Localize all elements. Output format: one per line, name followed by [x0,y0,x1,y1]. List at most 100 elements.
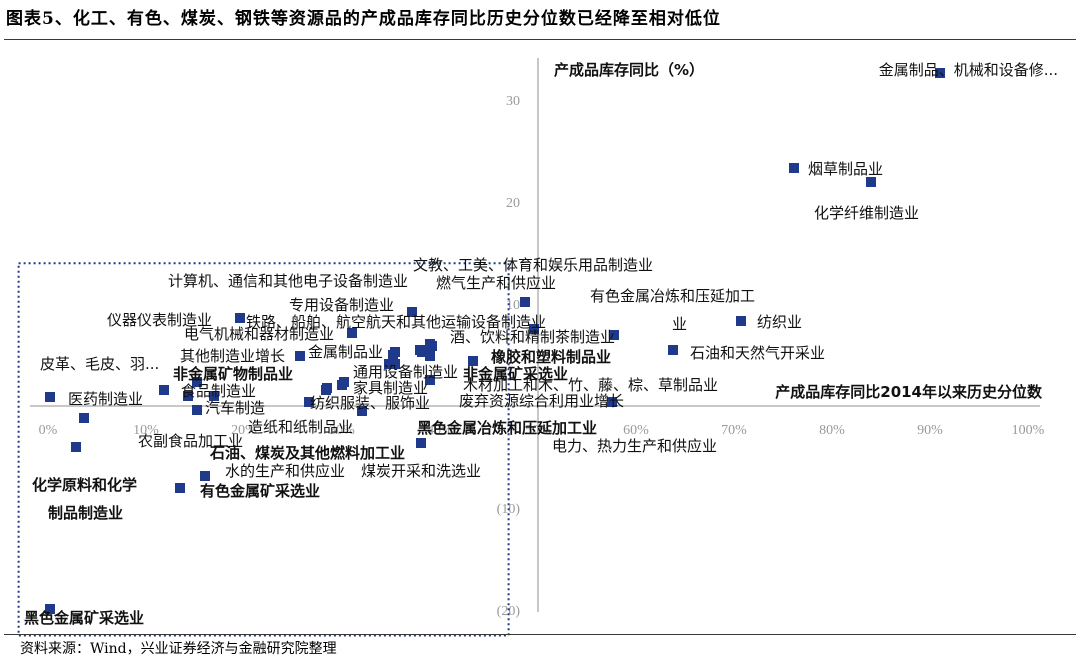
point-label: 仪器仪表制造业 [107,311,212,329]
point-label: 业 [672,315,687,333]
point-label: 食品制造业 [181,382,256,400]
scatter-point [175,483,185,493]
scatter-point [71,442,81,452]
y-axis-title: 产成品库存同比（%） [554,61,704,79]
scatter-point [736,316,746,326]
scatter-point [468,356,478,366]
scatter-point [388,350,398,360]
point-label: 废弃资源综合利用业增长 [459,392,624,410]
scatter-point [45,392,55,402]
x-tick-label: 40% [427,423,453,438]
scatter-point [425,351,435,361]
title-divider [4,39,1076,40]
x-tick-label: 10% [133,423,159,438]
point-label: 金属制品、机械和设备修... [879,61,1058,79]
point-label: 有色金属冶炼和压延加工 [590,287,755,305]
figure-source: 资料来源：Wind，兴业证券经济与金融研究院整理 [20,641,337,657]
scatter-point [935,68,945,78]
point-label: 木材加工和木、竹、藤、棕、草制品业 [463,376,718,394]
x-tick-label: 60% [623,423,649,438]
scatter-point [347,328,357,338]
x-axis-title: 产成品库存同比2014年以来历史分位数 [775,383,1043,401]
highlight-box [17,262,510,637]
scatter-point [192,377,202,387]
x-tick-label: 20% [231,423,257,438]
chart-labels: 金属制品、机械和设备修... 烟草制品业化学纤维制造业文教、工美、体育和娱乐用品制… [24,61,1058,627]
point-label: 酒、饮料和精制茶制造业 [450,328,615,346]
point-label: 造纸和纸制品业 [248,418,353,436]
point-label: 非金属矿物制品业 [173,365,293,383]
y-tick-label: 30 [506,94,520,109]
chart-marks [45,68,945,614]
y-tick-label: 20 [506,196,520,211]
point-label: 电力、热力生产和供应业 [552,437,717,455]
point-label: 黑色金属冶炼和压延加工业 [417,419,597,437]
scatter-point [384,359,394,369]
scatter-point [668,345,678,355]
y-tick-label: 10 [506,298,520,313]
point-label: 纺织服装、服饰业 [310,394,430,412]
scatter-point [416,438,426,448]
point-label: 非金属矿采选业 [463,365,568,383]
point-label: 通用设备制造业 [353,363,458,381]
scatter-point [295,351,305,361]
x-tick-label: 30% [329,423,355,438]
point-label: 化学纤维制造业 [814,204,919,222]
point-label: 金属制品业 [308,343,383,361]
scatter-point [609,330,619,340]
scatter-point [529,324,539,334]
x-tick-label: 0% [39,423,58,438]
scatter-point [407,307,417,317]
figure-title: 图表5、化工、有色、煤炭、钢铁等资源品的产成品库存同比历史分位数已经降至相对低位 [6,9,721,29]
x-tick-label: 80% [819,423,845,438]
point-label: 黑色金属矿采选业 [24,609,144,627]
point-label: 计算机、通信和其他电子设备制造业 [168,272,408,290]
point-label: 文教、工美、体育和娱乐用品制造业 [413,256,653,274]
point-label: 医药制造业 [68,390,143,408]
scatter-point [192,405,202,415]
point-label: 农副食品加工业 [138,432,243,450]
point-label: 家具制造业 [353,379,428,397]
scatter-point [304,397,314,407]
scatter-point [183,391,193,401]
scatter-point [159,385,169,395]
point-label: 纺织业 [757,313,802,331]
highlight-box-layer [17,262,510,637]
scatter-point [425,339,435,349]
x-tick-label: 50% [525,423,551,438]
point-label: 其他制造业增长 [180,347,285,365]
point-label: 水的生产和供应业 [225,462,345,480]
source-divider [4,634,1076,635]
scatter-point [357,406,367,416]
point-label: 皮革、毛皮、羽... [40,355,159,373]
scatter-point [607,397,617,407]
scatter-point [321,385,331,395]
scatter-point [235,313,245,323]
point-label: 橡胶和塑料制品业 [491,348,611,366]
scatter-point [45,604,55,614]
scatter-point [209,391,219,401]
point-label: 石油、煤炭及其他燃料加工业 [209,444,405,462]
y-tick-label: (20) [497,604,521,619]
point-label: 制品制造业 [48,504,123,522]
point-label: 有色金属矿采选业 [200,482,320,500]
scatter-point [79,413,89,423]
point-label: 专用设备制造业 [289,296,394,314]
scatter-point [789,163,799,173]
x-tick-label: 90% [917,423,943,438]
point-label: 燃气生产和供应业 [436,274,556,292]
scatter-point [425,375,435,385]
point-label: 石油和天然气开采业 [690,344,825,362]
point-label: 电气机械和器材制造业 [184,325,334,343]
scatter-point [866,177,876,187]
x-tick-label: 100% [1012,423,1045,438]
scatter-point [200,471,210,481]
x-tick-label: 70% [721,423,747,438]
point-label: 铁路、船舶、航空航天和其他运输设备制造业 [246,313,546,331]
point-label: 汽车制造 [205,399,265,417]
scatter-point [337,380,347,390]
scatter-point [520,297,530,307]
scatter-point [390,359,400,369]
point-label: 煤炭开采和洗选业 [361,462,481,480]
